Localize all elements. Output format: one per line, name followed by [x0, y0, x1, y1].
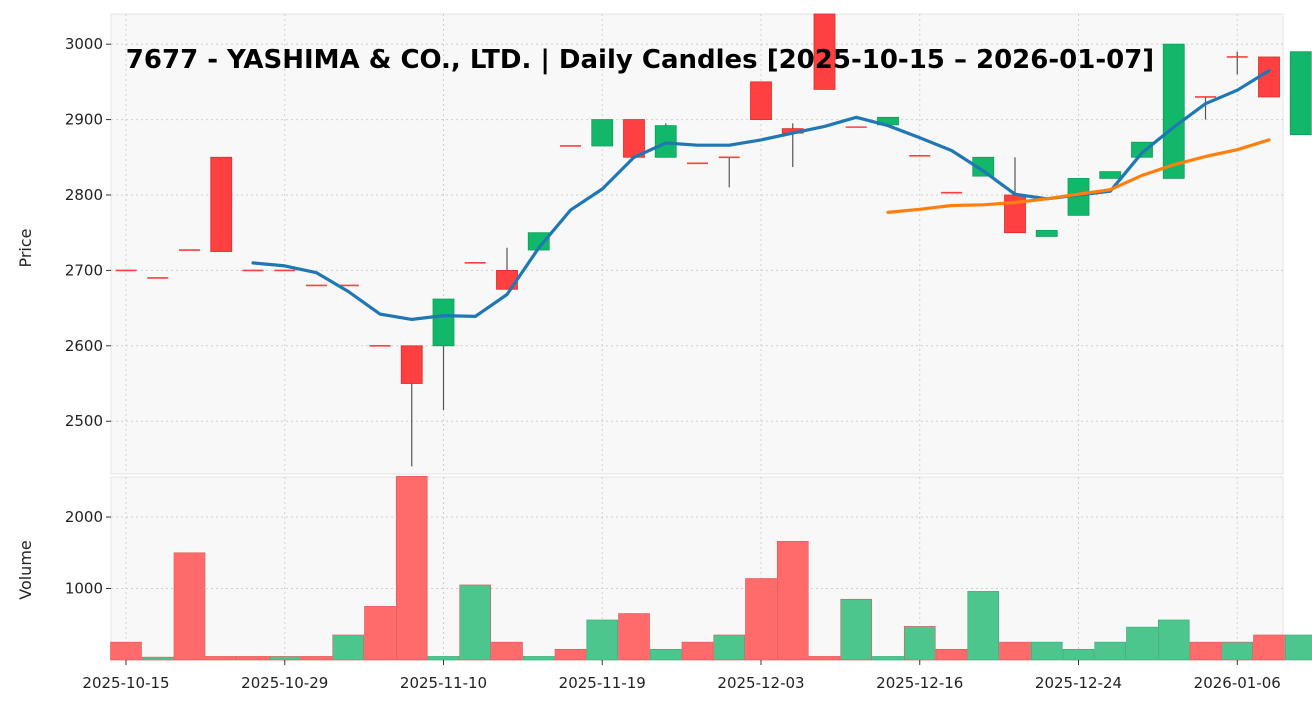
volume-bar [1030, 641, 1063, 661]
price-panel-background [110, 13, 1284, 475]
volume-bar [1284, 634, 1312, 661]
moving-average-long-line [886, 138, 1271, 214]
volume-bar [1221, 641, 1254, 661]
volume-bar [491, 641, 523, 661]
candle-body [1131, 141, 1153, 158]
volume-bar [427, 656, 460, 661]
candle-body [1162, 43, 1185, 179]
volume-tick-label: 2000 [65, 508, 103, 526]
candle-body [813, 13, 836, 90]
price-tick-label: 2600 [65, 337, 103, 355]
volume-bar [808, 656, 841, 661]
x-tick-label: 2025-12-03 [717, 674, 804, 692]
volume-bar [1094, 641, 1127, 661]
volume-bar [967, 591, 1000, 661]
candle-body [432, 298, 455, 347]
volume-bar [999, 641, 1031, 661]
x-tick-label: 2025-10-15 [82, 674, 169, 692]
candle-body [1035, 230, 1058, 237]
candle-body [591, 119, 614, 147]
candle-body [400, 345, 423, 384]
volume-bar [300, 656, 333, 661]
volume-bar [364, 606, 396, 661]
volume-bar [776, 541, 809, 661]
volume-bar [840, 598, 873, 661]
price-axis-title: Price [16, 228, 35, 267]
volume-axis-title: Volume [16, 540, 35, 600]
volume-bar [1189, 641, 1222, 661]
candle-body [972, 156, 995, 177]
price-tick-label: 2500 [65, 412, 103, 430]
volume-bar [1253, 634, 1285, 661]
candle-body [1099, 171, 1122, 179]
volume-bar [649, 648, 682, 661]
volume-bar [395, 475, 428, 661]
volume-bar [173, 552, 206, 661]
volume-bar [586, 619, 619, 661]
volume-bar [205, 656, 238, 661]
volume-bar [459, 584, 492, 661]
volume-bar [522, 656, 555, 661]
x-tick-label: 2025-10-29 [241, 674, 328, 692]
moving-averages [251, 68, 1271, 321]
candle-body [750, 81, 772, 120]
volume-bar [935, 648, 968, 661]
chart-title: 7677 - YASHIMA & CO., LTD. | Daily Candl… [126, 45, 1154, 75]
price-tick-label: 2700 [65, 261, 103, 279]
volume-bar [745, 578, 777, 661]
volume-bar [618, 613, 650, 661]
candle-body [210, 156, 233, 252]
x-tick-label: 2025-11-10 [400, 674, 487, 692]
x-tick-label: 2025-11-19 [559, 674, 646, 692]
axis-labels: 2500 2600 2700 2800 2900 3000 1000 2000 2025-10-… [65, 35, 1281, 692]
price-tick-label: 2900 [65, 111, 103, 129]
x-tick-label: 2026-01-06 [1194, 674, 1281, 692]
volume-bar [332, 634, 365, 661]
price-tick-label: 2800 [65, 186, 103, 204]
volume-bar [141, 656, 174, 661]
volume-bar [872, 656, 904, 661]
volume-bar [268, 656, 301, 661]
price-tick-label: 3000 [65, 35, 103, 53]
volume-bar [237, 656, 269, 661]
volume-tick-label: 1000 [65, 580, 103, 598]
x-tick-label: 2025-12-16 [876, 674, 963, 692]
x-tick-label: 2025-12-24 [1035, 674, 1122, 692]
volume-bar [713, 634, 746, 661]
volume-bar [1126, 626, 1158, 661]
volume-bar [903, 626, 936, 661]
volume-bar [1157, 619, 1190, 661]
volume-bars [110, 475, 1312, 661]
candle-body [1289, 51, 1312, 136]
volume-bar [681, 641, 714, 661]
volume-bar [1062, 648, 1095, 661]
volume-bar [110, 641, 142, 661]
candle-body [623, 119, 645, 158]
volume-bar [554, 648, 587, 661]
volume-panel-background [110, 476, 1284, 661]
